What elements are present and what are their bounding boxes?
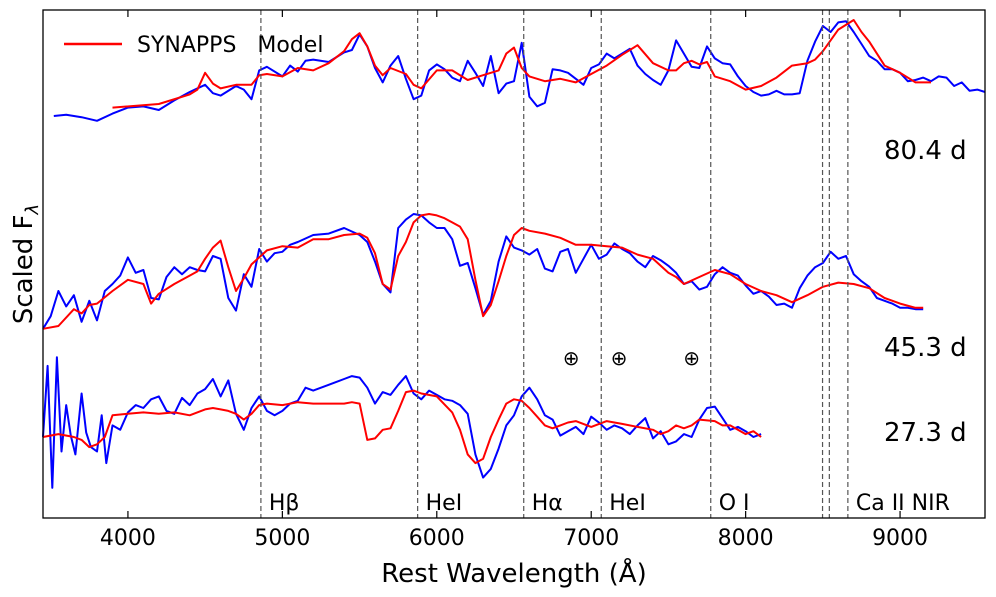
- x-tick-label: 5000: [254, 526, 310, 551]
- line-id-label: HeI: [609, 491, 646, 516]
- x-tick-label: 6000: [409, 526, 465, 551]
- legend: SYNAPPS Model: [64, 33, 323, 58]
- series-line-27_3-d: [42, 356, 762, 489]
- epoch-labels: 80.4 d 45.3 d 27.3 d: [884, 136, 967, 448]
- epoch-label: 45.3 d: [884, 333, 967, 363]
- line-id-label: Hα: [532, 491, 563, 516]
- telluric-marker: ⊕: [563, 346, 580, 370]
- x-axis: 4000 5000 6000 7000 8000 9000: [100, 10, 928, 551]
- line-id-label: Ca II NIR: [856, 491, 950, 516]
- legend-entry-label: SYNAPPS Model: [137, 33, 323, 58]
- plot-frame: [42, 9, 986, 519]
- series-line-45_3-d-model: [42, 213, 924, 330]
- telluric-marker: ⊕: [683, 346, 700, 370]
- epoch-label: 80.4 d: [884, 136, 967, 166]
- telluric-marker: ⊕: [611, 346, 628, 370]
- line-id-label: HeI: [426, 491, 463, 516]
- x-axis-label: Rest Wavelength (Å): [381, 557, 646, 589]
- y-axis-label-main: Scaled F: [9, 214, 39, 324]
- x-tick-label: 8000: [718, 526, 774, 551]
- x-tick-label: 9000: [872, 526, 928, 551]
- x-tick-label: 7000: [563, 526, 619, 551]
- y-axis-label-subscript: λ: [22, 204, 43, 216]
- series-line-45_3-d: [42, 213, 924, 330]
- x-tick-label: 4000: [100, 526, 156, 551]
- line-id-label: O I: [719, 491, 750, 516]
- epoch-label: 27.3 d: [884, 418, 967, 448]
- y-axis-label: Scaled Fλ: [9, 204, 43, 324]
- series-line-27_3-d-model: [42, 389, 762, 465]
- plot-content: [42, 19, 986, 489]
- line-id-label: Hβ: [269, 491, 300, 516]
- series-line-80_4-d-model: [112, 19, 931, 109]
- telluric-markers: ⊕ ⊕ ⊕: [563, 346, 700, 370]
- line-id-markers: Hβ HeI Hα HeI O I Ca II NIR: [260, 10, 950, 518]
